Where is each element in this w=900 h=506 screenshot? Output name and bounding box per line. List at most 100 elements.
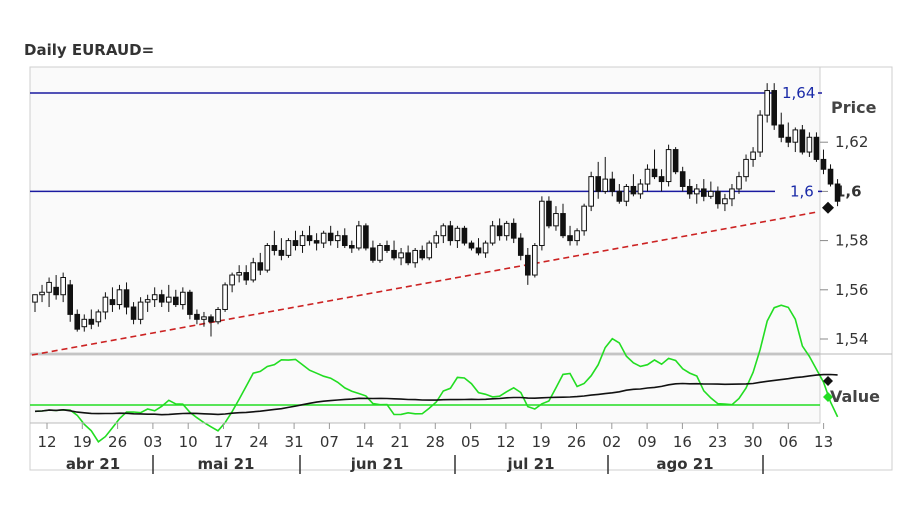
candle-body xyxy=(517,237,524,256)
x-tick-label: 19 xyxy=(532,433,551,451)
candle-body xyxy=(595,176,602,192)
candle-body xyxy=(525,254,531,276)
candle-body xyxy=(419,249,425,259)
candle-body xyxy=(194,313,200,320)
candle-body xyxy=(792,129,799,143)
candle-body xyxy=(412,249,418,264)
candle-body xyxy=(701,188,707,197)
candle-body xyxy=(222,284,228,310)
candle-body xyxy=(553,213,559,227)
x-tick-label: 16 xyxy=(673,433,692,451)
price-tick-label: 1,54 xyxy=(835,330,868,348)
candle-body xyxy=(299,235,306,247)
candle-body xyxy=(447,225,454,242)
candle-body xyxy=(834,183,841,202)
candle-body xyxy=(334,235,341,242)
candle-body xyxy=(377,245,383,261)
candle-body xyxy=(306,235,313,242)
x-tick-label: 02 xyxy=(602,433,621,451)
trendline xyxy=(31,211,819,356)
candle-body xyxy=(116,289,123,306)
candle-body xyxy=(496,225,503,237)
candle-body xyxy=(729,188,735,200)
candle-body xyxy=(341,235,348,247)
candle-body xyxy=(482,242,489,254)
x-axis: 12 19 26 03 10 17 24 31 07 14 21 28 05 12 19 26 02 09 16 23… xyxy=(30,422,833,474)
candle-body xyxy=(130,306,137,320)
last-price-marker xyxy=(822,201,834,214)
candle-body xyxy=(609,178,616,192)
candle-body xyxy=(630,185,637,195)
indicator-fast-line xyxy=(34,304,839,443)
price-axis: 1,54 1,56 1,58 1,6 1,62 xyxy=(820,133,868,348)
candle-body xyxy=(757,114,763,153)
candle-body xyxy=(468,242,475,249)
candle-body xyxy=(67,284,74,315)
candle-body xyxy=(137,301,144,320)
indicator-lines xyxy=(30,304,839,443)
candle-body xyxy=(644,168,651,185)
candle-body xyxy=(151,294,158,301)
candle-body xyxy=(53,286,59,296)
candle-body xyxy=(264,245,271,271)
candle-body xyxy=(32,294,38,303)
candle-body xyxy=(708,190,714,197)
candle-body xyxy=(370,247,376,261)
candle-body xyxy=(623,185,630,202)
candle-body xyxy=(475,247,482,254)
candle-body xyxy=(165,296,172,303)
x-tick-label: 30 xyxy=(743,433,762,451)
candle-body xyxy=(820,158,827,170)
candle-body xyxy=(658,176,665,183)
candle-body xyxy=(546,200,552,227)
candle-body xyxy=(637,183,644,195)
month-label: mai 21 xyxy=(198,455,255,473)
candle-body xyxy=(785,136,792,143)
value-axis-title: Value xyxy=(830,387,880,406)
candle-body xyxy=(405,252,411,264)
candle-body xyxy=(813,136,820,160)
candle-body xyxy=(539,200,545,247)
price-tick-label: 1,58 xyxy=(835,232,868,250)
candle-body xyxy=(320,232,327,244)
candle-body xyxy=(285,240,292,256)
candle-body xyxy=(398,252,404,259)
candle-body xyxy=(574,230,580,242)
candle-body xyxy=(489,225,496,244)
candle-body xyxy=(560,213,566,237)
candle-body xyxy=(327,232,334,242)
candle-body xyxy=(510,222,517,239)
candle-body xyxy=(243,272,249,281)
price-tick-label: 1,6 xyxy=(835,182,862,200)
candle-body xyxy=(215,308,221,323)
price-tick-label: 1,56 xyxy=(835,281,868,299)
x-tick-label: 13 xyxy=(814,433,833,451)
candle-body xyxy=(686,185,693,195)
x-tick-label: 12 xyxy=(37,433,56,451)
candle-body xyxy=(229,274,235,286)
candle-body xyxy=(201,316,207,320)
horizontal-line-label: 1,64 xyxy=(782,84,815,102)
price-axis-title: Price xyxy=(831,98,877,117)
price-panel xyxy=(29,66,821,354)
x-tick-label: 23 xyxy=(708,433,727,451)
candle-body xyxy=(827,168,834,185)
x-tick-label: 12 xyxy=(496,433,515,451)
candle-body xyxy=(144,299,151,303)
candle-body xyxy=(672,149,679,173)
candle-body xyxy=(158,294,165,303)
candle-body xyxy=(581,205,587,232)
candle-body xyxy=(440,225,447,237)
candle-body xyxy=(778,124,785,138)
horizontal-line-label: 1,6 xyxy=(790,182,814,200)
candle-body xyxy=(736,176,742,190)
x-tick-label: 31 xyxy=(285,433,304,451)
candle-body xyxy=(123,289,130,308)
candle-body xyxy=(454,227,461,242)
x-tick-label: 14 xyxy=(355,433,374,451)
indicator-marker-black xyxy=(823,376,833,386)
candle-body xyxy=(187,291,193,315)
candle-body xyxy=(363,225,369,249)
candle-body xyxy=(257,262,264,271)
candle-body xyxy=(391,249,397,259)
